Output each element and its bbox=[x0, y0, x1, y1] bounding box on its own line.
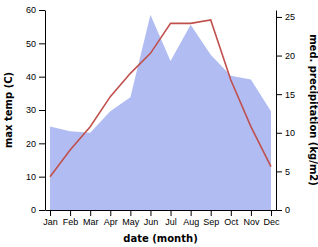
tick: 5 bbox=[276, 167, 290, 177]
tick: 50 bbox=[26, 39, 45, 49]
tick-mark bbox=[39, 10, 45, 11]
tick-label: Aug bbox=[183, 217, 199, 227]
tick: Aug bbox=[183, 210, 199, 227]
y-axis-line bbox=[45, 11, 46, 211]
tick-mark bbox=[276, 171, 282, 172]
tick-mark bbox=[39, 43, 45, 44]
tick-label: 0 bbox=[31, 205, 36, 215]
tick: 20 bbox=[26, 139, 45, 149]
tick-mark bbox=[276, 17, 282, 18]
tick-mark bbox=[39, 77, 45, 78]
tick-mark bbox=[39, 143, 45, 144]
tick: Mar bbox=[83, 210, 99, 227]
tick-mark bbox=[50, 210, 51, 216]
tick: Feb bbox=[63, 210, 79, 227]
y2-axis: 0 5 10 15 20 25 bbox=[276, 11, 295, 216]
chart: Jan Feb Mar Apr May Jun Jul Aug Sep Oct NovDec 0 10 2… bbox=[0, 0, 318, 247]
temperature-line bbox=[50, 20, 271, 177]
tick-label: 60 bbox=[26, 5, 36, 15]
tick: May bbox=[122, 210, 140, 227]
tick: 20 bbox=[276, 51, 295, 61]
tick-label: 20 bbox=[285, 51, 295, 61]
tick-mark bbox=[231, 210, 232, 216]
y-axis-title: max temp (C) bbox=[3, 72, 14, 148]
tick-label: 0 bbox=[285, 205, 290, 215]
tick-label: 25 bbox=[285, 12, 295, 22]
tick-label: Feb bbox=[63, 217, 79, 227]
tick-mark bbox=[271, 210, 272, 216]
x-axis: Jan Feb Mar Apr May Jun Jul Aug Sep Oct NovDec bbox=[43, 210, 280, 227]
tick: Dec bbox=[263, 210, 280, 227]
tick: Jan bbox=[43, 210, 58, 227]
tick-mark bbox=[90, 210, 91, 216]
tick-label: 40 bbox=[26, 72, 36, 82]
tick-label: Jun bbox=[144, 217, 159, 227]
tick-label: Jul bbox=[165, 217, 177, 227]
tick-mark bbox=[276, 133, 282, 134]
tick-mark bbox=[39, 210, 45, 211]
tick-mark bbox=[39, 177, 45, 178]
tick: 0 bbox=[276, 205, 290, 215]
tick: 0 bbox=[31, 205, 45, 215]
tick: 30 bbox=[26, 105, 45, 115]
tick: 15 bbox=[276, 90, 295, 100]
tick-label: Dec bbox=[263, 217, 280, 227]
y2-axis-title: med. precipitation (kg/m2) bbox=[308, 34, 318, 186]
tick: Jul bbox=[165, 210, 177, 227]
tick-mark bbox=[211, 210, 212, 216]
tick-label: 5 bbox=[285, 167, 290, 177]
tick: Nov bbox=[243, 210, 260, 227]
tick-mark bbox=[251, 210, 252, 216]
tick-label: Mar bbox=[83, 217, 99, 227]
tick-label: 20 bbox=[26, 139, 36, 149]
tick-label: 50 bbox=[26, 39, 36, 49]
tick-label: May bbox=[122, 217, 140, 227]
tick-mark bbox=[130, 210, 131, 216]
plot-area bbox=[50, 15, 271, 210]
tick-label: Oct bbox=[224, 217, 239, 227]
y2-axis-line bbox=[276, 11, 277, 211]
tick: Sep bbox=[203, 210, 219, 227]
tick-mark bbox=[276, 210, 282, 211]
tick-mark bbox=[70, 210, 71, 216]
precipitation-area bbox=[50, 15, 271, 210]
tick-label: 30 bbox=[26, 105, 36, 115]
tick: Oct bbox=[224, 210, 239, 227]
tick: 25 bbox=[276, 12, 295, 22]
tick: 60 bbox=[26, 5, 45, 15]
tick-mark bbox=[39, 110, 45, 111]
tick-label: 10 bbox=[26, 172, 36, 182]
tick-mark bbox=[171, 210, 172, 216]
tick: Jun bbox=[144, 210, 159, 227]
tick-label: Jan bbox=[43, 217, 58, 227]
tick-mark bbox=[191, 210, 192, 216]
tick: Apr bbox=[104, 210, 118, 227]
x-axis-title: date (month) bbox=[123, 233, 197, 244]
tick: 10 bbox=[276, 128, 295, 138]
tick-label: Sep bbox=[203, 217, 219, 227]
tick-label: Nov bbox=[243, 217, 260, 227]
tick-mark bbox=[110, 210, 111, 216]
x-axis-line bbox=[46, 210, 277, 211]
tick-mark bbox=[276, 56, 282, 57]
tick-mark bbox=[276, 94, 282, 95]
tick: 10 bbox=[26, 172, 45, 182]
y-axis: 0 10 20 30 40 50 60 bbox=[26, 5, 46, 215]
tick-label: 15 bbox=[285, 90, 295, 100]
tick-label: 10 bbox=[285, 128, 295, 138]
tick-label: Apr bbox=[104, 217, 118, 227]
tick: 40 bbox=[26, 72, 45, 82]
tick-mark bbox=[150, 210, 151, 216]
